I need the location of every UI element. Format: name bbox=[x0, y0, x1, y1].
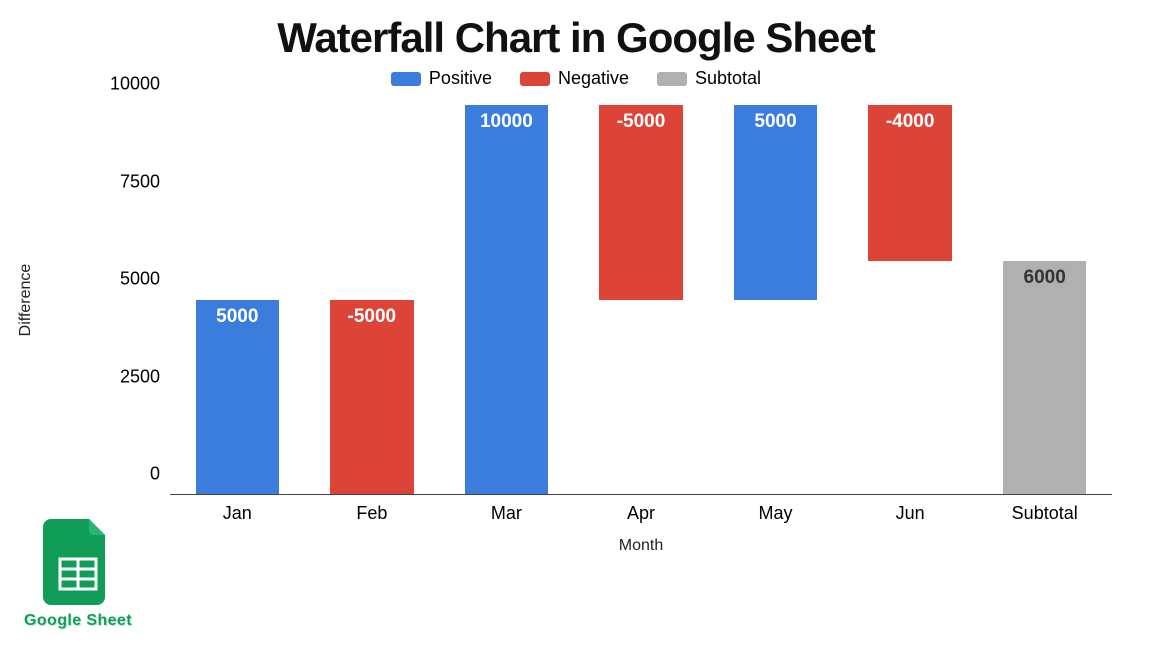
y-tick: 10000 bbox=[90, 74, 160, 95]
x-axis-label: Month bbox=[170, 537, 1112, 555]
sheets-icon bbox=[43, 519, 113, 605]
bar-value-label: -5000 bbox=[330, 306, 413, 328]
legend-swatch bbox=[520, 72, 550, 86]
x-tick: May bbox=[759, 503, 793, 524]
bar: 6000 bbox=[1003, 261, 1086, 494]
waterfall-chart: Difference 025005000750010000 5000-50001… bbox=[90, 105, 1112, 495]
bar: 5000 bbox=[734, 105, 817, 300]
legend: Positive Negative Subtotal bbox=[0, 68, 1152, 89]
google-sheets-logo: Google Sheet bbox=[18, 519, 138, 630]
y-tick: 5000 bbox=[90, 269, 160, 290]
legend-item: Subtotal bbox=[657, 68, 761, 89]
legend-item: Positive bbox=[391, 68, 492, 89]
bar-value-label: 10000 bbox=[465, 111, 548, 133]
legend-item: Negative bbox=[520, 68, 629, 89]
legend-label: Positive bbox=[429, 68, 492, 89]
legend-swatch bbox=[657, 72, 687, 86]
bar-value-label: -4000 bbox=[868, 111, 951, 133]
bar: -5000 bbox=[599, 105, 682, 300]
bar-value-label: -5000 bbox=[599, 111, 682, 133]
y-axis: 025005000750010000 bbox=[90, 105, 160, 495]
bar: -4000 bbox=[868, 105, 951, 261]
legend-swatch bbox=[391, 72, 421, 86]
y-tick: 0 bbox=[90, 464, 160, 485]
x-tick: Jan bbox=[223, 503, 252, 524]
x-axis-ticks: Jan Feb Mar Apr May Jun Subtotal bbox=[170, 495, 1112, 523]
bar: 10000 bbox=[465, 105, 548, 494]
y-tick: 7500 bbox=[90, 171, 160, 192]
y-tick: 2500 bbox=[90, 366, 160, 387]
bar-value-label: 6000 bbox=[1003, 267, 1086, 289]
logo-text: Google Sheet bbox=[18, 612, 138, 630]
x-tick: Subtotal bbox=[1012, 503, 1078, 524]
y-axis-label: Difference bbox=[17, 264, 35, 337]
x-tick: Mar bbox=[491, 503, 522, 524]
x-tick: Feb bbox=[356, 503, 387, 524]
legend-label: Negative bbox=[558, 68, 629, 89]
plot-area: 5000 -5000 10000 -5000 5000 -4000 6000 bbox=[170, 105, 1112, 495]
bar-value-label: 5000 bbox=[196, 306, 279, 328]
bar: 5000 bbox=[196, 300, 279, 495]
legend-label: Subtotal bbox=[695, 68, 761, 89]
bar: -5000 bbox=[330, 300, 413, 495]
chart-title: Waterfall Chart in Google Sheet bbox=[0, 14, 1152, 62]
bar-value-label: 5000 bbox=[734, 111, 817, 133]
x-tick: Jun bbox=[896, 503, 925, 524]
x-tick: Apr bbox=[627, 503, 655, 524]
